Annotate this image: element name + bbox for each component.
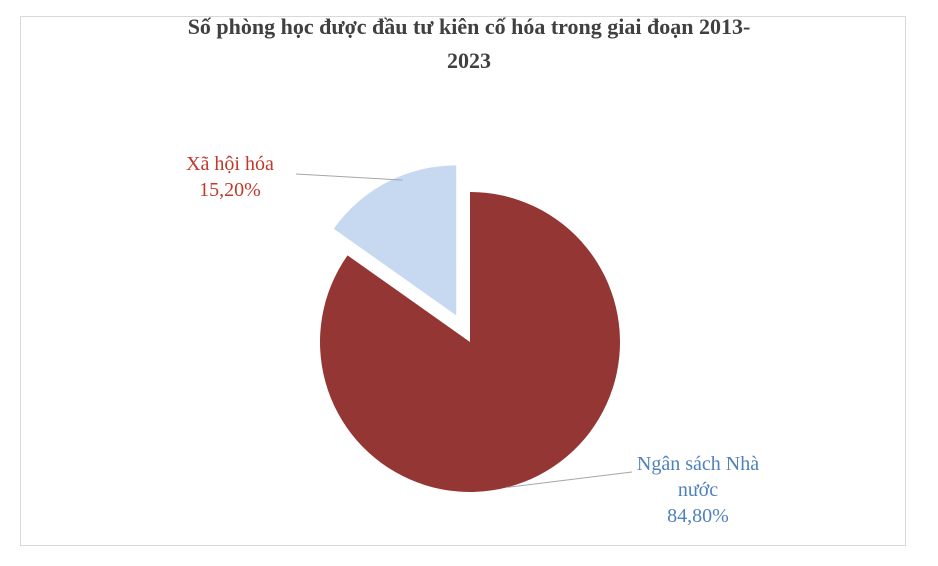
data-label-name-1-0: Xã hội hóa (186, 153, 274, 175)
pie-slice-0 (320, 192, 621, 492)
data-label-name-0-1: nước (678, 479, 718, 501)
pie-slice-1 (333, 165, 457, 316)
data-label-value-1: 15,20% (199, 179, 261, 201)
leader-line-1 (295, 173, 403, 181)
chart-title-line-2: 2023 (447, 48, 491, 73)
leader-line-0 (507, 471, 633, 488)
data-label-value-0: 84,80% (667, 505, 729, 527)
data-label-name-0-0: Ngân sách Nhà (637, 453, 759, 475)
chart-title: Số phòng học được đầu tư kiên cố hóa tro… (0, 10, 938, 78)
chart-title-line-1: Số phòng học được đầu tư kiên cố hóa tro… (187, 14, 751, 39)
